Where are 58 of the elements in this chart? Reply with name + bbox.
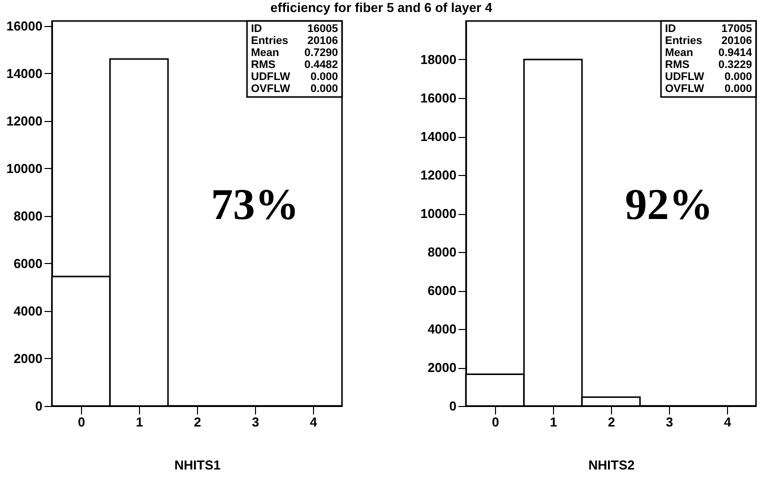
annotation: 0.000 [724,83,752,95]
annotation: Mean [251,47,280,59]
annotation: 0.7290 [304,47,338,59]
x-axis-title: NHITS2 [588,458,635,472]
annotation: ID [665,23,676,35]
y-tick-label: 10000 [420,206,456,221]
annotation: 73% [211,180,299,229]
annotation: ID [251,23,262,35]
annotation: UDFLW [251,71,291,83]
annotation: 16005 [307,23,338,35]
y-tick-label: 2000 [14,350,42,366]
y-tick-label: 18000 [420,52,456,67]
annotation: Entries [251,35,288,47]
y-tick-label: 10000 [6,160,42,176]
annotation: UDFLW [665,71,705,83]
annotation: 20106 [721,35,752,47]
y-tick-label: 8000 [14,208,42,224]
y-tick-label: 16000 [420,90,456,106]
annotation: RMS [665,59,690,71]
x-tick-label: 0 [78,414,86,430]
y-tick-label: 6000 [14,256,42,271]
annotation: 17005 [721,23,752,35]
y-tick-label: 16000 [6,18,42,34]
annotation: RMS [251,59,276,71]
x-tick-label: 1 [550,414,558,430]
x-tick-label: 4 [310,414,318,430]
x-tick-label: 3 [666,414,674,430]
annotation: 0.4482 [304,59,338,71]
y-tick-label: 4000 [428,322,456,336]
x-axis-title: NHITS1 [174,458,221,472]
y-tick-label: 4000 [14,303,42,318]
annotation: 0.9414 [718,47,753,59]
annotation: 0.3229 [718,59,752,71]
x-tick-label: 0 [492,414,500,430]
y-tick-label: 12000 [420,168,456,182]
y-tick-label: 12000 [6,113,42,128]
x-tick-label: 2 [194,414,202,430]
annotation: 0.000 [310,83,338,95]
y-tick-label: 2000 [428,360,456,375]
annotation: 20106 [307,35,338,47]
x-tick-label: 4 [724,414,732,430]
annotation: 0.000 [310,71,338,83]
annotation: OVFLW [251,83,291,95]
annotation: 0.000 [724,71,752,83]
x-tick-label: 2 [608,414,616,430]
x-tick-label: 3 [252,414,260,430]
y-tick-label: 0 [449,398,456,414]
annotation: 92% [625,180,713,229]
x-tick-label: 1 [136,414,144,430]
y-tick-label: 6000 [428,283,456,298]
y-tick-label: 8000 [428,244,456,260]
text: efficiency for fiber 5 and 6 of layer 4 [270,0,493,16]
y-tick-label: 14000 [420,129,456,144]
annotation: Mean [665,47,694,59]
y-tick-label: 14000 [6,66,42,81]
annotation: OVFLW [665,83,705,95]
annotation: Entries [665,35,702,47]
y-tick-label: 0 [35,398,42,414]
